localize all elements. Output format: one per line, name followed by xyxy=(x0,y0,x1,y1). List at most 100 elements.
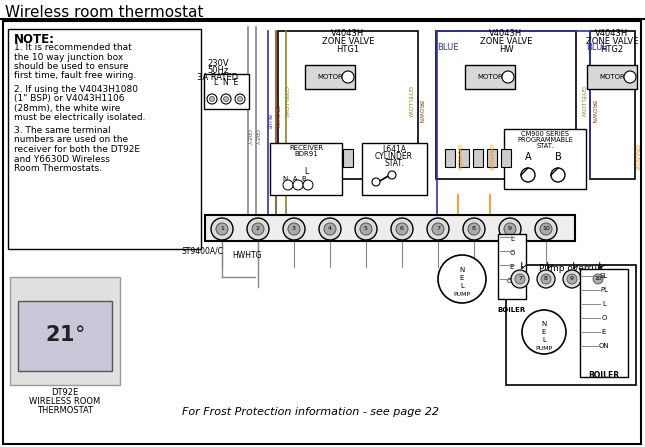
Text: L  N  E: L N E xyxy=(214,78,238,87)
Circle shape xyxy=(342,71,354,83)
Text: WIRELESS ROOM: WIRELESS ROOM xyxy=(30,397,101,406)
Text: (1" BSP) or V4043H1106: (1" BSP) or V4043H1106 xyxy=(14,94,124,103)
Text: BOILER: BOILER xyxy=(588,371,620,380)
Text: numbers are used on the: numbers are used on the xyxy=(14,135,128,144)
Text: ORANGE: ORANGE xyxy=(633,143,639,170)
Text: ZONE VALVE: ZONE VALVE xyxy=(480,37,532,46)
Bar xyxy=(204,74,249,109)
Text: O: O xyxy=(510,250,515,256)
Text: SL: SL xyxy=(600,273,608,279)
Bar xyxy=(580,269,628,377)
Bar xyxy=(10,277,120,385)
Bar xyxy=(18,301,112,371)
Bar xyxy=(506,265,636,385)
Text: N: N xyxy=(541,321,546,327)
Text: NOTE:: NOTE: xyxy=(14,33,55,46)
Circle shape xyxy=(293,180,303,190)
Circle shape xyxy=(210,97,215,101)
Text: 8: 8 xyxy=(472,227,476,232)
Circle shape xyxy=(540,223,552,235)
Circle shape xyxy=(511,270,529,288)
Bar xyxy=(362,143,427,195)
Bar xyxy=(301,149,311,167)
Text: GREY: GREY xyxy=(246,129,250,145)
Circle shape xyxy=(360,223,372,235)
Circle shape xyxy=(355,218,377,240)
Circle shape xyxy=(499,218,521,240)
Circle shape xyxy=(427,218,449,240)
Text: N  A  B: N A B xyxy=(283,176,307,182)
Text: G/YELLOW: G/YELLOW xyxy=(408,86,413,118)
Text: BDR91: BDR91 xyxy=(294,151,318,157)
Circle shape xyxy=(207,94,217,104)
Circle shape xyxy=(216,223,228,235)
Text: 7: 7 xyxy=(518,277,522,282)
Circle shape xyxy=(235,94,245,104)
Text: BOILER: BOILER xyxy=(498,307,526,313)
Circle shape xyxy=(247,218,269,240)
Circle shape xyxy=(432,223,444,235)
Text: PUMP: PUMP xyxy=(535,346,553,350)
Text: HWHTG: HWHTG xyxy=(232,251,261,260)
Text: L: L xyxy=(510,236,514,242)
Bar xyxy=(465,65,515,89)
Text: 5: 5 xyxy=(364,227,368,232)
Text: V4043H: V4043H xyxy=(490,29,522,38)
Circle shape xyxy=(563,270,581,288)
Text: 7: 7 xyxy=(436,227,440,232)
Bar xyxy=(445,149,455,167)
Circle shape xyxy=(504,223,516,235)
Text: V4043H: V4043H xyxy=(332,29,364,38)
Text: 8: 8 xyxy=(544,277,548,282)
Bar xyxy=(8,29,201,249)
Text: 3. The same terminal: 3. The same terminal xyxy=(14,126,111,135)
Bar xyxy=(487,149,497,167)
Text: L: L xyxy=(460,283,464,289)
Text: E: E xyxy=(460,275,464,281)
Text: HW: HW xyxy=(499,45,513,54)
Circle shape xyxy=(502,71,514,83)
Text: THERMOSTAT: THERMOSTAT xyxy=(37,406,93,415)
Text: MOTOR: MOTOR xyxy=(317,74,343,80)
Circle shape xyxy=(283,218,305,240)
Text: L: L xyxy=(602,301,606,307)
Text: Pump overrun: Pump overrun xyxy=(539,264,603,273)
Circle shape xyxy=(283,180,293,190)
Text: receiver for both the DT92E: receiver for both the DT92E xyxy=(14,145,140,154)
Circle shape xyxy=(303,180,313,190)
Bar xyxy=(590,31,635,179)
Text: BLUE: BLUE xyxy=(266,114,270,130)
Text: 6: 6 xyxy=(400,227,404,232)
Text: ORANGE: ORANGE xyxy=(455,143,461,170)
Bar xyxy=(287,149,297,167)
Text: ORANGE: ORANGE xyxy=(488,143,493,170)
Text: ZONE VALVE: ZONE VALVE xyxy=(322,37,374,46)
Bar xyxy=(205,215,575,241)
Circle shape xyxy=(593,274,603,284)
Circle shape xyxy=(372,178,380,186)
Text: STAT.: STAT. xyxy=(537,143,553,149)
Circle shape xyxy=(624,71,636,83)
Circle shape xyxy=(537,270,555,288)
Bar xyxy=(270,143,342,195)
Text: (28mm), the white wire: (28mm), the white wire xyxy=(14,104,121,113)
Circle shape xyxy=(391,218,413,240)
Text: N: N xyxy=(459,267,464,273)
Text: BLUE: BLUE xyxy=(437,42,459,51)
Circle shape xyxy=(237,97,243,101)
Text: V4043H: V4043H xyxy=(595,29,629,38)
Text: 1: 1 xyxy=(220,227,224,232)
Text: PUMP: PUMP xyxy=(453,291,471,296)
Text: 10: 10 xyxy=(594,277,602,282)
Text: 2. If using the V4043H1080: 2. If using the V4043H1080 xyxy=(14,84,138,93)
Text: 230V: 230V xyxy=(207,59,229,68)
Text: MOTOR: MOTOR xyxy=(599,74,625,80)
Circle shape xyxy=(521,168,535,182)
Text: ON: ON xyxy=(599,343,610,349)
Text: 50Hz: 50Hz xyxy=(208,66,228,75)
Text: HTG2: HTG2 xyxy=(600,45,624,54)
Circle shape xyxy=(463,218,485,240)
Circle shape xyxy=(438,255,486,303)
Text: CYLINDER: CYLINDER xyxy=(375,152,413,161)
Text: Room Thermostats.: Room Thermostats. xyxy=(14,164,102,173)
